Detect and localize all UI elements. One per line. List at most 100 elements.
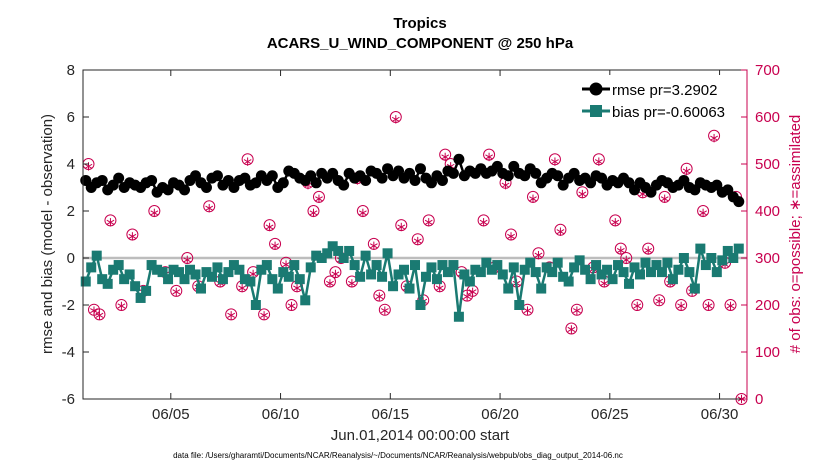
bias-point xyxy=(503,283,514,294)
bias-point xyxy=(459,269,470,280)
obs-possible-point xyxy=(258,308,271,321)
bias-point xyxy=(311,250,322,261)
bias-point xyxy=(267,274,278,285)
bias-point xyxy=(146,260,157,271)
bias-point xyxy=(722,245,733,256)
obs-assimilated-point xyxy=(315,194,323,203)
bias-point xyxy=(651,260,662,271)
rmse-point xyxy=(113,172,125,184)
bias-point xyxy=(113,260,124,271)
bias-point xyxy=(388,281,399,292)
x-tick-label: 06/15 xyxy=(372,406,410,423)
y-tick-label: 0 xyxy=(67,250,75,267)
bias-point xyxy=(563,276,574,287)
bias-point xyxy=(481,257,492,268)
bias-point xyxy=(711,267,722,278)
bias-point xyxy=(217,274,228,285)
obs-possible-point xyxy=(373,289,386,302)
obs-assimilated-point xyxy=(227,311,236,320)
bias-point xyxy=(602,264,613,275)
bias-point xyxy=(174,267,185,278)
bias-point xyxy=(437,260,448,271)
rmse-point xyxy=(502,170,514,182)
obs-possible-point xyxy=(170,284,183,297)
bias-point xyxy=(355,271,366,282)
bias-point xyxy=(393,269,404,280)
rmse-point xyxy=(179,184,191,196)
bias-point xyxy=(234,264,245,275)
y-right-tick-label: 100 xyxy=(755,344,780,361)
bias-point xyxy=(645,267,656,278)
obs-assimilated-point xyxy=(95,311,104,320)
obs-assimilated-point xyxy=(594,157,603,166)
bias-point xyxy=(519,264,530,275)
rmse-point xyxy=(733,196,745,208)
rmse-point xyxy=(338,179,350,191)
bias-point xyxy=(552,257,563,268)
bias-point xyxy=(514,300,525,310)
bias-point xyxy=(300,295,311,306)
bias-point xyxy=(410,260,420,271)
obs-assimilated-point xyxy=(391,115,400,124)
bias-point xyxy=(475,267,486,278)
obs-assimilated-point xyxy=(265,222,274,232)
obs-assimilated-point xyxy=(380,306,389,315)
rmse-point xyxy=(200,182,212,193)
bias-point xyxy=(656,267,667,278)
bias-point xyxy=(678,253,689,263)
obs-assimilated-point xyxy=(260,311,268,320)
bias-point xyxy=(684,267,695,278)
obs-assimilated-point xyxy=(479,218,488,227)
bias-point xyxy=(322,248,333,259)
bias-point xyxy=(344,245,355,256)
bias-point xyxy=(525,257,536,268)
bias-point xyxy=(250,300,261,310)
bias-point xyxy=(728,253,739,263)
bias-point xyxy=(662,257,673,268)
legend-bias-marker xyxy=(590,105,602,117)
bias-point xyxy=(399,264,410,275)
bias-point xyxy=(179,274,190,285)
bias-point xyxy=(415,300,426,310)
bias-point xyxy=(124,269,135,280)
bias-point xyxy=(283,271,294,282)
x-tick-label: 06/20 xyxy=(481,406,519,423)
obs-possible-point xyxy=(675,299,688,311)
obs-assimilated-point xyxy=(567,325,576,334)
legend-bias-label: bias pr=-0.60063 xyxy=(612,104,725,121)
bias-point xyxy=(91,250,102,261)
rmse-point xyxy=(376,172,388,184)
obs-assimilated-point xyxy=(358,208,367,218)
bias-point xyxy=(294,274,305,285)
obs-possible-point xyxy=(378,303,391,316)
bias-point xyxy=(448,260,459,271)
bias-point xyxy=(640,257,651,268)
obs-possible-point xyxy=(631,299,644,311)
bias-point xyxy=(206,271,217,282)
obs-assimilated-point xyxy=(243,157,252,166)
bias-point xyxy=(338,253,349,263)
obs-assimilated-point xyxy=(655,297,664,306)
bias-point xyxy=(442,267,453,278)
bias-point xyxy=(289,260,300,271)
bias-point xyxy=(141,285,152,296)
bias-point xyxy=(492,260,503,271)
bias-point xyxy=(596,269,607,280)
obs-assimilated-point xyxy=(90,306,98,315)
bias-point xyxy=(470,264,481,275)
bias-point xyxy=(80,276,91,287)
obs-assimilated-point xyxy=(424,218,433,227)
bias-point xyxy=(580,264,591,275)
y-tick-label: 4 xyxy=(67,156,75,173)
obs-assimilated-point xyxy=(677,301,686,311)
bias-point xyxy=(486,264,497,275)
obs-assimilated-point xyxy=(375,292,384,301)
obs-assimilated-point xyxy=(485,152,493,162)
obs-possible-point xyxy=(565,322,578,335)
obs-assimilated-point xyxy=(271,241,279,250)
obs-assimilated-point xyxy=(309,208,318,218)
bias-point xyxy=(497,269,508,280)
bias-point xyxy=(152,264,163,275)
bias-point xyxy=(102,278,113,289)
y-tick-label: 2 xyxy=(67,203,75,220)
